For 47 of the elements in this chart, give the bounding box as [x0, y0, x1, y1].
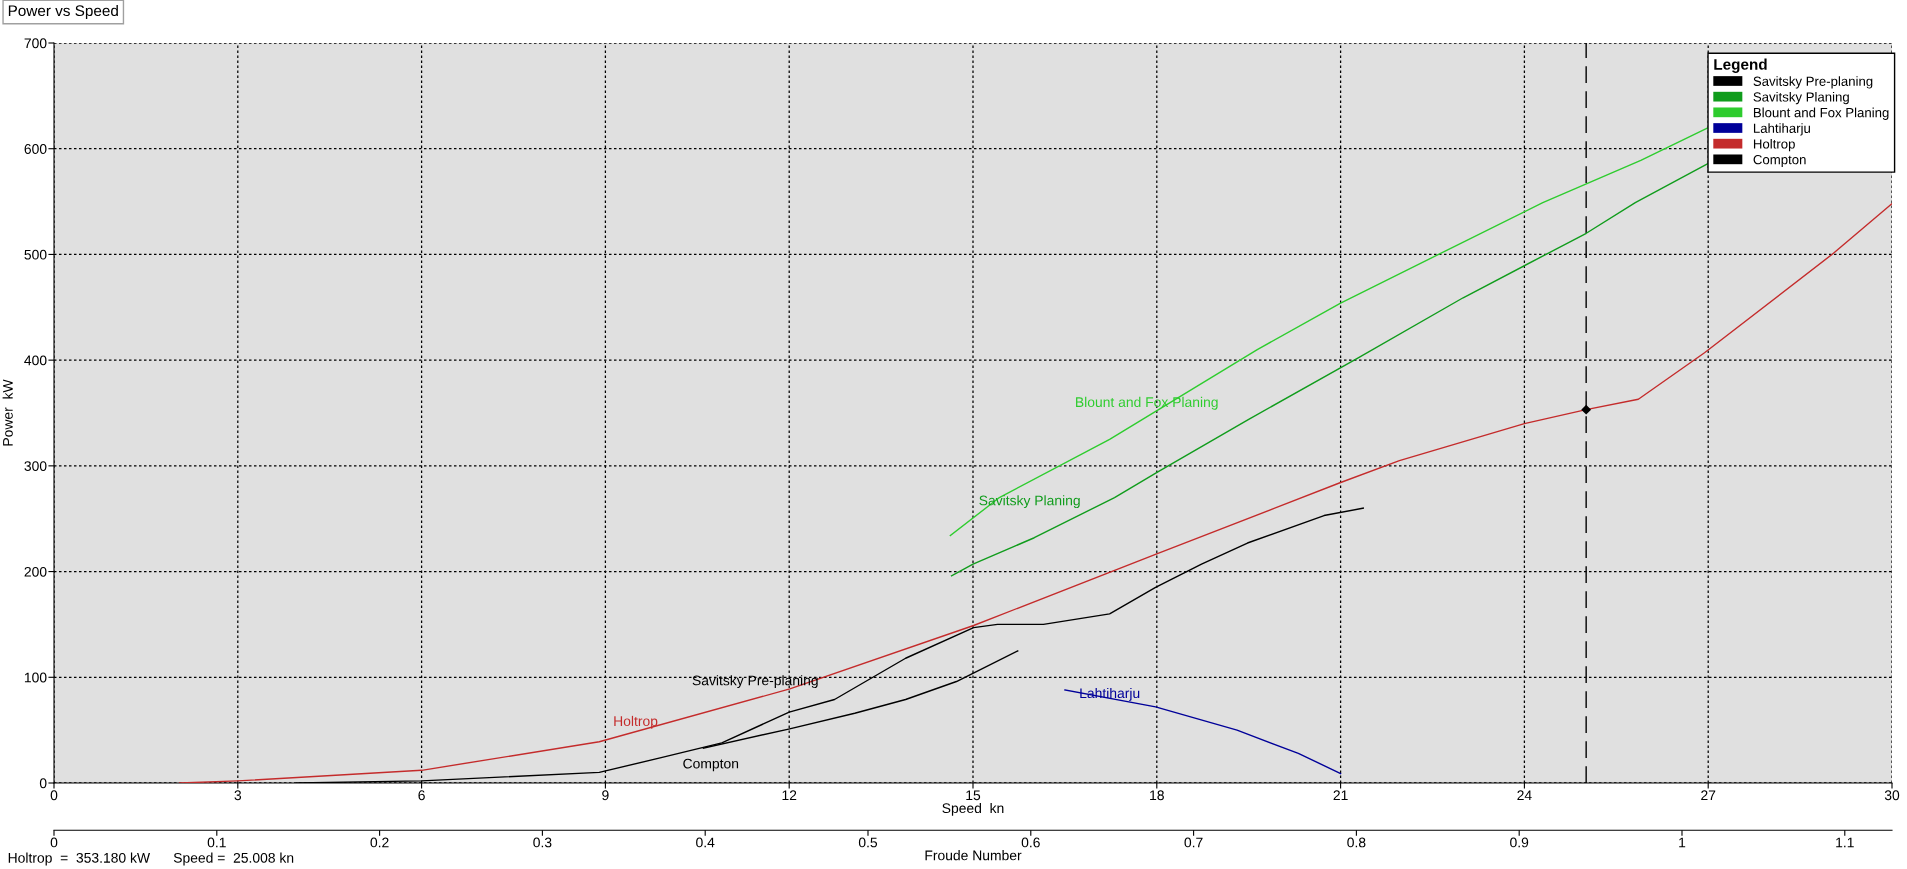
legend-label: Compton: [1753, 154, 1806, 167]
legend-label: Lahtiharju: [1753, 123, 1810, 136]
x-tick-label: 6: [418, 790, 425, 801]
y-tick-label: 200: [24, 566, 47, 577]
x2-tick-label: 0: [50, 837, 58, 848]
x-tick-label: 24: [1517, 790, 1532, 801]
x2-tick-label: 1: [1679, 837, 1686, 848]
legend-label: Blount and Fox Planing: [1753, 107, 1889, 120]
x2-tick-label: 0.1: [207, 837, 226, 848]
y-tick-label: 700: [24, 38, 47, 49]
x2-tick-label: 0.8: [1347, 837, 1366, 848]
x-tick-label: 30: [1884, 790, 1900, 801]
text: Compton: [683, 758, 739, 772]
legend-title: Legend: [1714, 58, 1767, 73]
y-tick-label: 400: [24, 355, 47, 366]
text: Lahtiharju: [1080, 687, 1140, 701]
x2-tick-label: 0.2: [370, 837, 389, 848]
x-tick-label: 15: [966, 790, 981, 801]
y-tick-label: 600: [24, 144, 47, 154]
x2-tick-label: 0.9: [1510, 837, 1529, 848]
x2-tick-label: 0.5: [858, 837, 878, 848]
legend-label: Savitsky Pre-planing: [1753, 76, 1873, 89]
x-tick-label: 0: [50, 790, 58, 801]
x-tick-label: 21: [1333, 790, 1348, 801]
x-tick-label: 27: [1701, 790, 1716, 801]
y-tick-label: 300: [24, 461, 47, 472]
legend-label: Holtrop: [1753, 138, 1795, 152]
x2-tick-label: 1.1: [1836, 837, 1854, 848]
y-tick-label: 500: [24, 249, 47, 260]
x-tick-label: 18: [1150, 790, 1164, 801]
x2-tick-label: 0.7: [1184, 837, 1203, 848]
text: Holtrop: [614, 715, 658, 729]
text: Holtrop = 353.180 kW Speed = 25.008 kn: [8, 852, 294, 866]
x-tick-label: 9: [602, 790, 609, 801]
y-tick-label: 0: [39, 778, 47, 789]
x2-tick-label: 0.6: [1021, 837, 1040, 848]
x2-tick-label: 0.3: [533, 837, 552, 848]
x-tick-label: 12: [782, 790, 797, 801]
y-axis-title: Power kW: [2, 379, 13, 446]
y-tick-label: 100: [24, 672, 47, 683]
legend-label: Savitsky Planing: [1753, 91, 1849, 105]
chart-title: Power vs Speed: [8, 4, 118, 20]
text: Blount and Fox Planing: [1076, 396, 1218, 410]
x2-axis-title: Froude Number: [925, 850, 1022, 861]
x-tick-label: 3: [234, 790, 242, 801]
x-axis-title: Speed kn: [942, 802, 1004, 816]
x2-tick-label: 0.4: [696, 837, 715, 848]
